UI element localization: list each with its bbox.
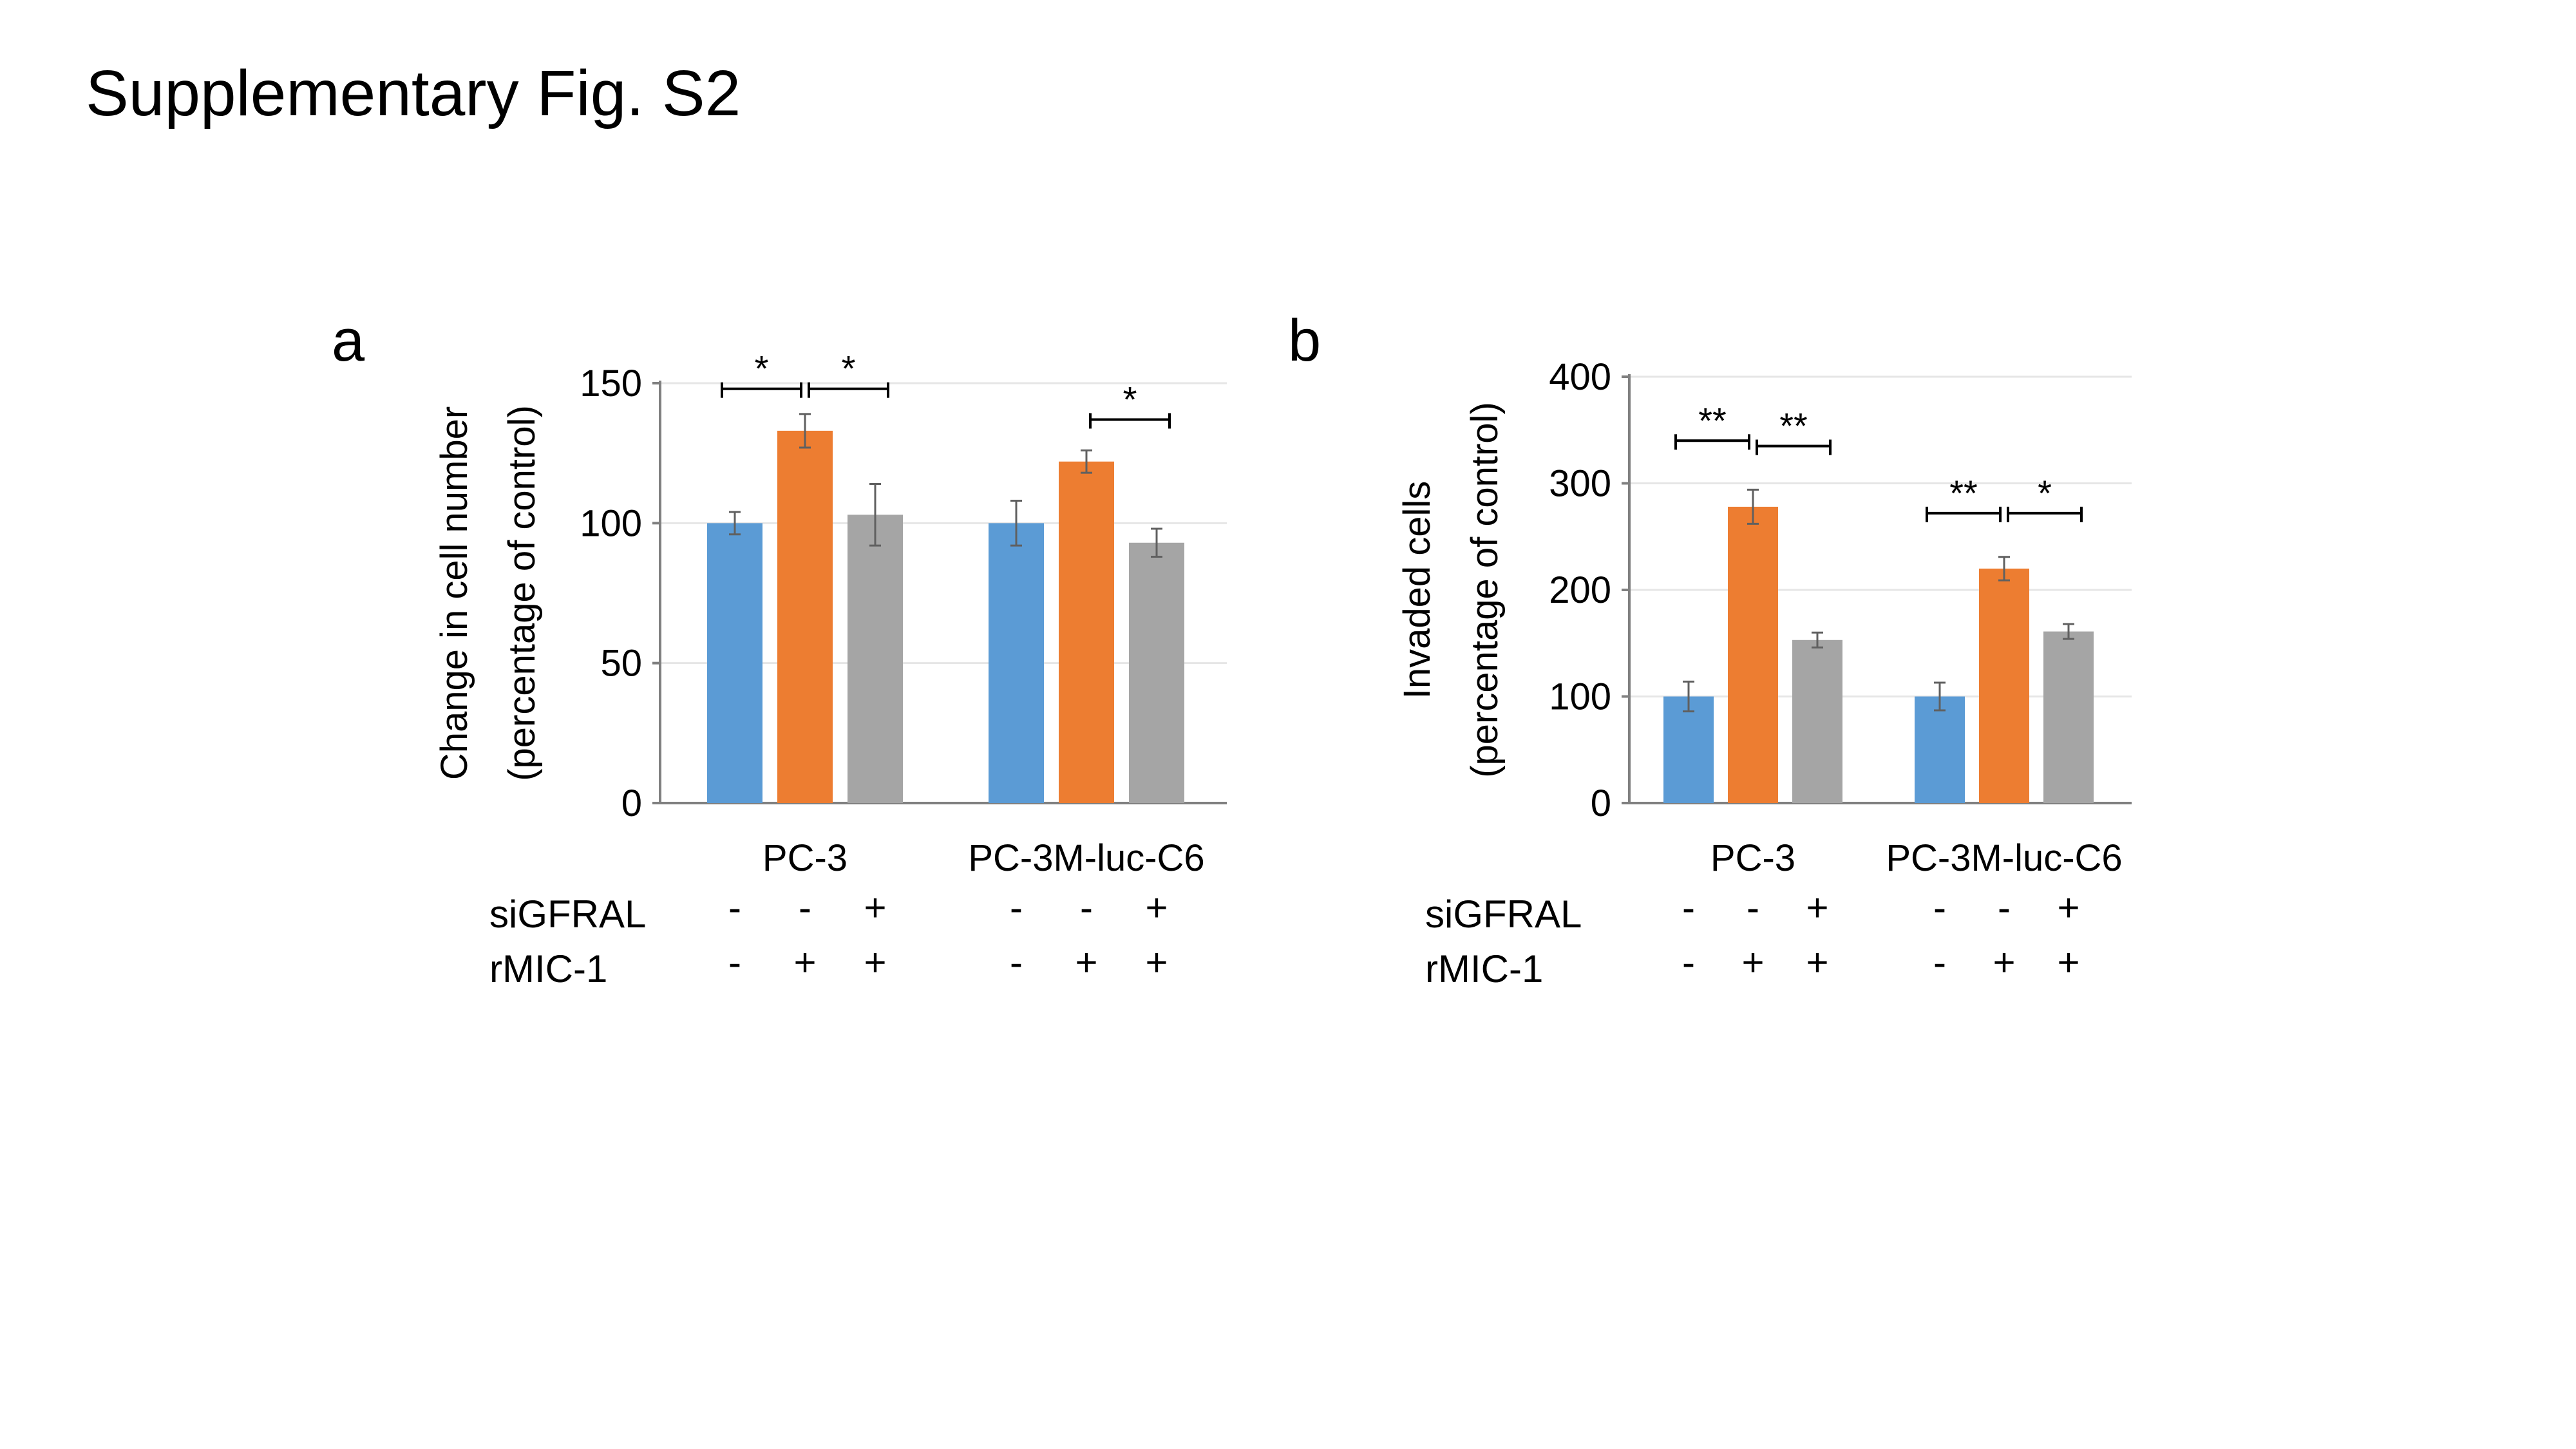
- panel-letter: a: [332, 308, 365, 374]
- y-axis-label: (percentage of control): [1464, 402, 1506, 778]
- y-tick-label: 200: [1549, 569, 1611, 611]
- category-label: PC-3M-luc-C6: [1886, 837, 2122, 879]
- y-axis-label: Change in cell number: [433, 406, 475, 780]
- condition-sign: +: [1993, 941, 2015, 984]
- condition-sign: -: [1682, 941, 1695, 984]
- condition-sign: -: [1933, 941, 1946, 984]
- condition-sign: -: [1682, 886, 1695, 929]
- y-tick-label: 300: [1549, 463, 1611, 505]
- bar: [989, 523, 1044, 803]
- condition-sign: -: [1933, 886, 1946, 929]
- y-axis-label: (percentage of control): [501, 405, 543, 781]
- condition-sign: +: [1806, 886, 1828, 929]
- row-label: siGFRAL: [1425, 893, 1582, 936]
- bar: [1915, 696, 1965, 803]
- bar: [777, 430, 833, 803]
- condition-sign: +: [864, 886, 886, 929]
- condition-sign: +: [1741, 941, 1764, 984]
- condition-sign: +: [2057, 886, 2079, 929]
- significance-label: **: [1949, 473, 1978, 513]
- significance-label: *: [2038, 473, 2052, 513]
- significance-label: **: [1698, 400, 1727, 440]
- y-tick-label: 100: [580, 502, 642, 544]
- significance-label: *: [1123, 379, 1137, 420]
- bar: [2043, 631, 2094, 803]
- y-tick-label: 150: [580, 363, 642, 404]
- condition-sign: +: [2057, 941, 2079, 984]
- condition-sign: -: [1010, 941, 1023, 984]
- row-label: rMIC-1: [489, 947, 607, 990]
- condition-sign: -: [1010, 886, 1023, 929]
- condition-sign: -: [1747, 886, 1759, 929]
- y-tick-label: 0: [621, 782, 642, 824]
- condition-sign: -: [728, 941, 741, 984]
- condition-sign: -: [1998, 886, 2011, 929]
- condition-sign: +: [1145, 941, 1168, 984]
- bar: [1979, 568, 2029, 803]
- significance-label: *: [755, 348, 769, 389]
- y-tick-label: 400: [1549, 356, 1611, 398]
- condition-sign: +: [864, 941, 886, 984]
- condition-sign: +: [793, 941, 816, 984]
- significance-label: **: [1779, 406, 1808, 446]
- bar: [707, 523, 762, 803]
- bar: [848, 515, 903, 803]
- condition-sign: +: [1806, 941, 1828, 984]
- bar: [1129, 542, 1184, 803]
- bar: [1663, 696, 1714, 803]
- significance-label: *: [842, 348, 856, 389]
- condition-sign: -: [1080, 886, 1093, 929]
- page-title: Supplementary Fig. S2: [86, 57, 741, 129]
- category-label: PC-3: [762, 837, 848, 879]
- condition-sign: +: [1145, 886, 1168, 929]
- row-label: siGFRAL: [489, 893, 646, 936]
- bar: [1792, 639, 1842, 803]
- panel-letter: b: [1288, 308, 1321, 374]
- y-tick-label: 0: [1591, 782, 1611, 824]
- y-tick-label: 100: [1549, 676, 1611, 718]
- bar: [1728, 506, 1778, 803]
- condition-sign: +: [1075, 941, 1097, 984]
- row-label: rMIC-1: [1425, 947, 1543, 990]
- y-tick-label: 50: [600, 643, 642, 685]
- condition-sign: -: [799, 886, 811, 929]
- condition-sign: -: [728, 886, 741, 929]
- bar: [1059, 461, 1114, 803]
- category-label: PC-3M-luc-C6: [968, 837, 1204, 879]
- y-axis-label: Invaded cells: [1396, 481, 1438, 699]
- category-label: PC-3: [1710, 837, 1795, 879]
